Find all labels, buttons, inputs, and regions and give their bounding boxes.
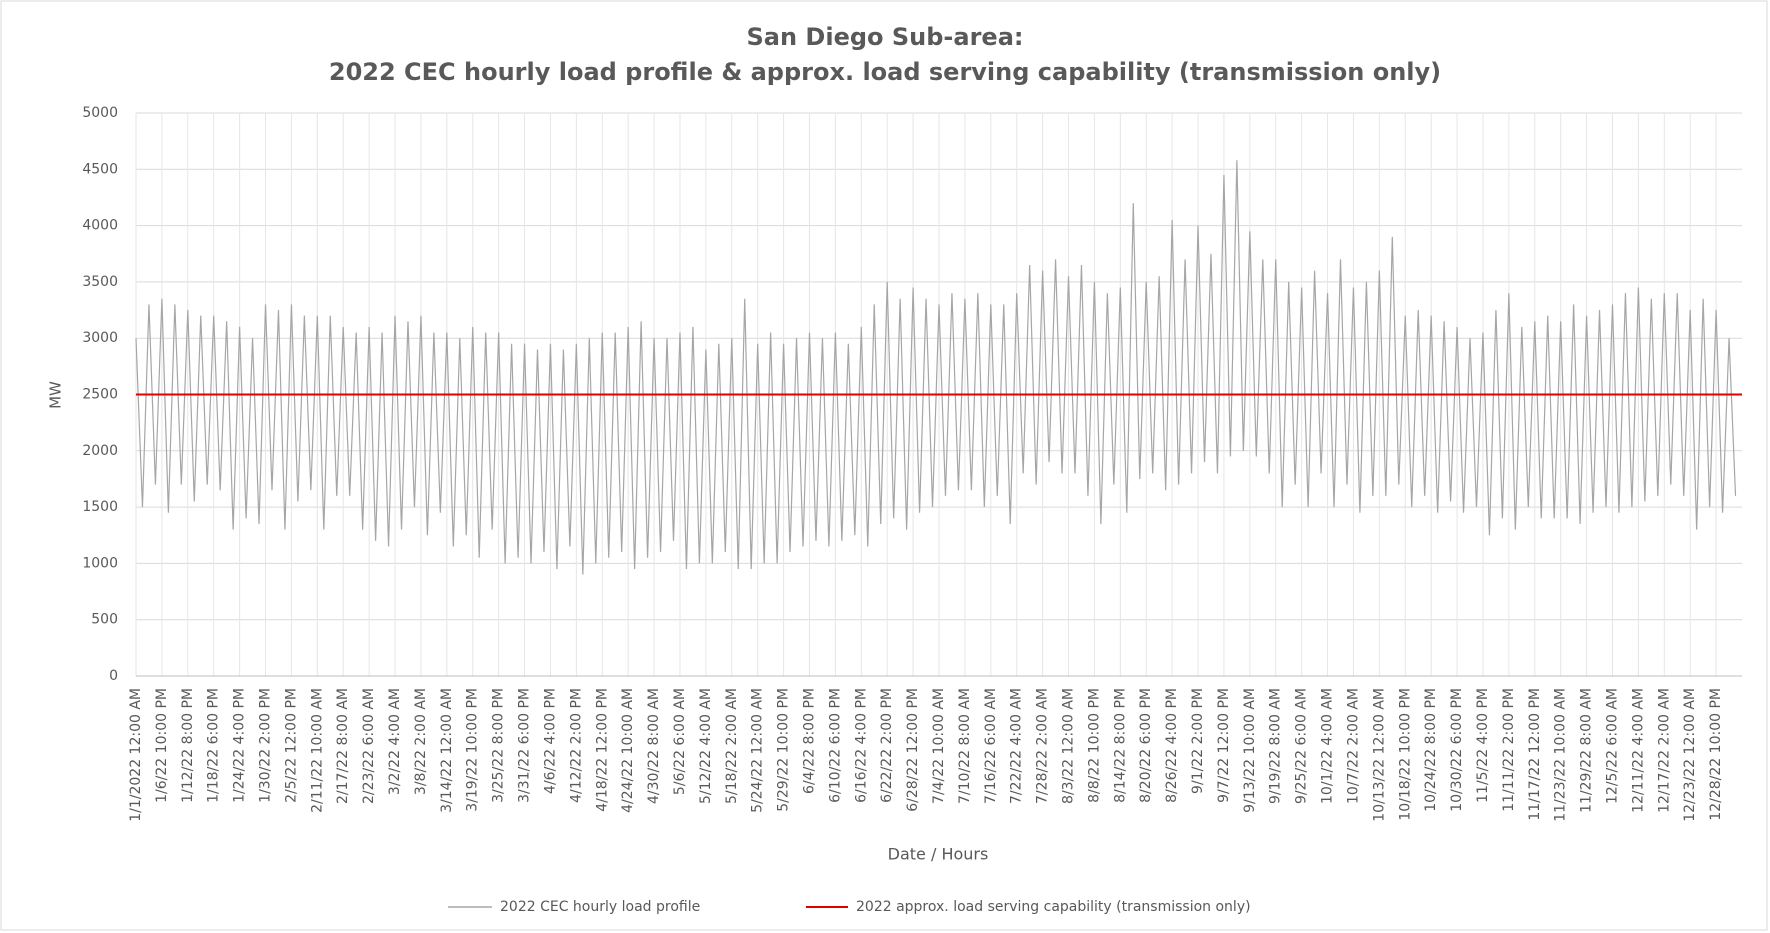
x-tick-label: 10/13/22 12:00 AM (1371, 688, 1387, 822)
x-tick-label: 12/28/22 10:00 PM (1708, 688, 1724, 821)
x-tick-label: 4/18/22 12:00 PM (594, 688, 610, 812)
x-tick-label: 1/18/22 6:00 PM (206, 688, 222, 803)
x-tick-label: 11/29/22 8:00 AM (1579, 688, 1595, 813)
x-tick-label: 7/28/22 2:00 AM (1035, 688, 1051, 804)
x-tick-label: 6/10/22 6:00 PM (827, 688, 843, 803)
x-tick-label: 10/1/22 4:00 AM (1320, 688, 1336, 804)
x-tick-label: 3/14/22 12:00 AM (439, 688, 455, 813)
y-tick-label: 5000 (82, 105, 118, 121)
y-tick-label: 2000 (82, 443, 118, 459)
x-tick-label: 2/17/22 8:00 AM (335, 688, 351, 804)
x-tick-label: 11/11/22 2:00 PM (1501, 688, 1517, 812)
load-line (135, 160, 1737, 575)
legend-label: 2022 CEC hourly load profile (500, 899, 700, 915)
y-tick-label: 1500 (82, 499, 118, 515)
x-tick-label: 11/23/22 10:00 AM (1553, 688, 1569, 822)
x-tick-label: 1/12/22 8:00 PM (180, 688, 196, 803)
y-tick-label: 4000 (82, 218, 118, 234)
y-axis-label: MW (47, 381, 65, 409)
x-tick-label: 7/4/22 10:00 AM (931, 688, 947, 804)
x-tick-label: 12/11/22 4:00 AM (1630, 688, 1646, 813)
x-tick-label: 5/18/22 2:00 AM (724, 688, 740, 804)
x-tick-label: 10/7/22 2:00 AM (1345, 688, 1361, 804)
x-tick-label: 4/24/22 10:00 AM (620, 688, 636, 813)
x-tick-label: 8/14/22 8:00 PM (1112, 688, 1128, 803)
y-tick-label: 0 (109, 668, 118, 684)
x-tick-label: 8/20/22 6:00 PM (1138, 688, 1154, 803)
x-tick-label: 2/11/22 10:00 AM (309, 688, 325, 813)
x-tick-label: 12/23/22 12:00 AM (1682, 688, 1698, 822)
x-tick-label: 9/1/22 2:00 PM (1190, 688, 1206, 794)
x-tick-label: 12/17/22 2:00 AM (1656, 688, 1672, 813)
x-tick-label: 3/8/22 2:00 AM (413, 688, 429, 795)
x-tick-label: 1/6/22 10:00 PM (154, 688, 170, 803)
x-tick-label: 1/30/22 2:00 PM (258, 688, 274, 803)
y-tick-label: 500 (91, 612, 118, 628)
x-tick-label: 11/17/22 12:00 PM (1527, 688, 1543, 821)
x-tick-label: 1/1/2022 12:00 AM (128, 688, 144, 822)
x-tick-label: 5/24/22 12:00 AM (750, 688, 766, 813)
x-tick-label: 4/12/22 2:00 PM (568, 688, 584, 803)
x-tick-label: 7/16/22 6:00 AM (983, 688, 999, 804)
x-tick-label: 5/12/22 4:00 AM (698, 688, 714, 804)
x-tick-label: 3/31/22 6:00 PM (517, 688, 533, 803)
x-tick-label: 4/6/22 4:00 PM (542, 688, 558, 794)
y-tick-label: 3500 (82, 274, 118, 290)
x-tick-label: 8/8/22 10:00 PM (1086, 688, 1102, 803)
x-tick-label: 8/26/22 4:00 PM (1164, 688, 1180, 803)
x-tick-label: 5/6/22 6:00 AM (672, 688, 688, 795)
x-tick-label: 7/10/22 8:00 AM (957, 688, 973, 804)
chart-title: San Diego Sub-area: (747, 23, 1024, 51)
x-tick-label: 8/3/22 12:00 AM (1061, 688, 1077, 804)
x-tick-label: 4/30/22 8:00 AM (646, 688, 662, 804)
x-tick-label: 3/2/22 4:00 AM (387, 688, 403, 795)
x-tick-label: 7/22/22 4:00 AM (1009, 688, 1025, 804)
x-axis-label: Date / Hours (888, 845, 989, 864)
x-tick-label: 5/29/22 10:00 PM (776, 688, 792, 812)
chart-title: 2022 CEC hourly load profile & approx. l… (329, 58, 1441, 86)
x-tick-label: 3/25/22 8:00 PM (491, 688, 507, 803)
x-tick-label: 9/7/22 12:00 PM (1216, 688, 1232, 803)
x-tick-label: 2/23/22 6:00 AM (361, 688, 377, 804)
x-tick-label: 6/22/22 2:00 PM (879, 688, 895, 803)
x-tick-label: 10/24/22 8:00 PM (1423, 688, 1439, 812)
x-tick-label: 12/5/22 6:00 AM (1604, 688, 1620, 804)
y-tick-label: 4500 (82, 161, 118, 177)
x-tick-label: 6/28/22 12:00 PM (905, 688, 921, 812)
x-tick-label: 1/24/22 4:00 PM (232, 688, 248, 803)
x-tick-label: 9/13/22 10:00 AM (1242, 688, 1258, 813)
x-tick-label: 9/25/22 6:00 AM (1294, 688, 1310, 804)
x-tick-label: 3/19/22 10:00 PM (465, 688, 481, 812)
y-tick-label: 2500 (82, 387, 118, 403)
x-tick-label: 6/16/22 4:00 PM (853, 688, 869, 803)
y-tick-label: 1000 (82, 555, 118, 571)
y-tick-label: 3000 (82, 330, 118, 346)
x-tick-label: 6/4/22 8:00 PM (801, 688, 817, 794)
x-tick-label: 10/30/22 6:00 PM (1449, 688, 1465, 812)
legend-label: 2022 approx. load serving capability (tr… (856, 899, 1251, 915)
x-tick-label: 11/5/22 4:00 PM (1475, 688, 1491, 803)
x-tick-label: 2/5/22 12:00 PM (283, 688, 299, 803)
x-tick-label: 9/19/22 8:00 AM (1268, 688, 1284, 804)
x-tick-label: 10/18/22 10:00 PM (1397, 688, 1413, 821)
